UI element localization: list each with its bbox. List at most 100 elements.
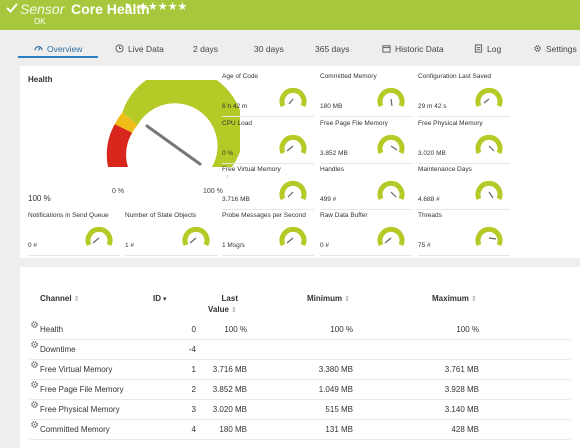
tab-label: Live Data	[128, 44, 164, 54]
cell-channel[interactable]: Downtime	[40, 345, 76, 354]
tab-2-days[interactable]: 2 days	[193, 44, 218, 58]
gauge-value: 0 #	[28, 242, 38, 249]
status-text: OK	[34, 17, 46, 26]
table-row[interactable]: Downtime -4	[30, 340, 570, 360]
cell-last-value: 100 %	[224, 325, 247, 334]
cell-minimum: 131 MB	[325, 425, 353, 434]
gauge-value: 180 MB	[320, 103, 343, 110]
health-value: 100 %	[28, 194, 51, 203]
column-header-minimum[interactable]: Minimum ⇕	[307, 294, 350, 303]
tab-365-days[interactable]: 365 days	[315, 44, 350, 58]
cell-minimum: 1.049 MB	[318, 385, 353, 394]
health-gauge-min: 0 %	[112, 188, 125, 195]
health-gauge-max: 100 %	[203, 188, 223, 195]
table-row[interactable]: Health 0 100 % 100 % 100 %	[30, 320, 570, 340]
flag-icon[interactable]: ⚑	[124, 2, 133, 12]
tab-live-data[interactable]: Live Data	[115, 44, 164, 58]
gear-icon[interactable]	[30, 380, 39, 389]
cell-channel[interactable]: Free Virtual Memory	[40, 365, 113, 374]
cell-channel[interactable]: Free Physical Memory	[40, 405, 120, 414]
tab-30-days[interactable]: 30 days	[254, 44, 284, 58]
gauge-value: 4.688 #	[418, 196, 440, 203]
gauge-value: 0 #	[320, 242, 330, 249]
gauge-label: Maintenance Days	[418, 166, 472, 173]
header-label: Value	[208, 305, 229, 314]
gear-icon	[534, 45, 541, 52]
cell-maximum: 3.928 MB	[444, 385, 479, 394]
cell-maximum: 100 %	[456, 325, 479, 334]
log-icon	[474, 44, 483, 53]
clock-icon	[115, 44, 124, 53]
table-row[interactable]: Free Virtual Memory 1 3.716 MB 3.380 MB …	[30, 360, 570, 380]
gauge-free-physical-memory[interactable]: Free Physical Memory 3.020 MB	[418, 120, 510, 164]
column-header-last-value[interactable]: Last	[208, 294, 238, 303]
gear-icon[interactable]	[30, 420, 39, 429]
overview-gauges-panel: Health ↕ 0 % 100 % 100 % Age of Code 6 h…	[20, 66, 580, 258]
column-header-last-value-line2[interactable]: Value ⇕	[208, 305, 237, 314]
mini-gauge	[377, 87, 405, 108]
tab-label: Settings	[546, 44, 577, 54]
mini-gauge	[377, 134, 405, 155]
cell-minimum: 100 %	[330, 325, 353, 334]
check-icon	[6, 3, 18, 13]
cell-last-value: 3.852 MB	[212, 385, 247, 394]
mini-gauge	[475, 134, 503, 155]
gauge-probe-messages-per-second[interactable]: Probe Messages per Second 1 Msg/s	[222, 212, 314, 256]
gauge-value: 29 m 42 s	[418, 103, 447, 110]
gauge-label: Handles	[320, 166, 344, 173]
column-header-id[interactable]: ID ▾	[153, 294, 167, 303]
priority-stars[interactable]: ★★★★★	[138, 1, 188, 13]
cell-channel[interactable]: Free Page File Memory	[40, 385, 124, 394]
gauge-configuration-last-saved[interactable]: Configuration Last Saved 29 m 42 s	[418, 73, 510, 117]
gauge-free-virtual-memory[interactable]: Free Virtual Memory 3.716 MB	[222, 166, 314, 210]
cell-minimum: 3.380 MB	[318, 365, 353, 374]
gear-icon[interactable]	[30, 400, 39, 409]
cell-maximum: 428 MB	[451, 425, 479, 434]
cell-channel[interactable]: Health	[40, 325, 64, 334]
gauge-free-page-file-memory[interactable]: Free Page File Memory 3.852 MB	[320, 120, 412, 164]
cell-last-value: 180 MB	[219, 425, 247, 434]
tab-label: Overview	[47, 44, 83, 54]
gauge-cpu-load[interactable]: CPU Load 0 %	[222, 120, 314, 164]
gear-icon[interactable]	[30, 340, 39, 349]
cell-id: -4	[188, 345, 196, 354]
health-title: Health	[28, 75, 53, 84]
gauge-value: 499 #	[320, 196, 337, 203]
gauge-age-of-code[interactable]: Age of Code 6 h 42 m	[222, 73, 314, 117]
gauge-raw-data-buffer[interactable]: Raw Data Buffer 0 #	[320, 212, 412, 256]
tab-settings[interactable]: Settings	[533, 44, 577, 58]
cell-maximum: 3.140 MB	[444, 405, 479, 414]
cell-last-value: 3.716 MB	[212, 365, 247, 374]
gauge-handles[interactable]: Handles 499 #	[320, 166, 412, 210]
mini-gauge	[475, 87, 503, 108]
tab-label: Log	[487, 44, 502, 54]
gauge-number-of-state-objects[interactable]: Number of State Objects 1 #	[125, 212, 217, 256]
gear-icon[interactable]	[30, 360, 39, 369]
header-label: ID	[153, 294, 161, 303]
column-header-channel[interactable]: Channel ⇕	[40, 294, 79, 303]
table-row[interactable]: Free Physical Memory 3 3.020 MB 515 MB 3…	[30, 400, 570, 420]
mini-gauge	[475, 226, 503, 247]
table-row[interactable]: Free Page File Memory 2 3.852 MB 1.049 M…	[30, 380, 570, 400]
gauge-maintenance-days[interactable]: Maintenance Days 4.688 #	[418, 166, 510, 210]
gauge-label: Number of State Objects	[125, 212, 197, 219]
sort-desc-icon: ▾	[163, 296, 167, 303]
gauge-label: Notifications in Send Queue	[28, 212, 109, 219]
column-header-maximum[interactable]: Maximum ⇕	[432, 294, 477, 303]
health-gauge[interactable]: ↕	[100, 80, 240, 190]
gauge-threads[interactable]: Threads 75 #	[418, 212, 510, 256]
tab-historic-data[interactable]: Historic Data	[382, 44, 444, 58]
table-row[interactable]: Committed Memory 4 180 MB 131 MB 428 MB	[30, 420, 570, 440]
gauge-notifications-in-send-queue[interactable]: Notifications in Send Queue 0 #	[28, 212, 120, 256]
cell-maximum: 3.761 MB	[444, 365, 479, 374]
cell-id: 4	[191, 425, 196, 434]
gauge-committed-memory[interactable]: Committed Memory 180 MB	[320, 73, 412, 117]
gauge-icon	[34, 46, 43, 51]
cell-channel[interactable]: Committed Memory	[40, 425, 110, 434]
gear-icon[interactable]	[30, 320, 39, 329]
gauge-label: Configuration Last Saved	[418, 73, 491, 80]
tab-overview[interactable]: Overview	[34, 44, 82, 58]
mini-gauge	[279, 226, 307, 247]
tab-log[interactable]: Log	[474, 44, 501, 58]
tab-label: Historic Data	[395, 44, 444, 54]
